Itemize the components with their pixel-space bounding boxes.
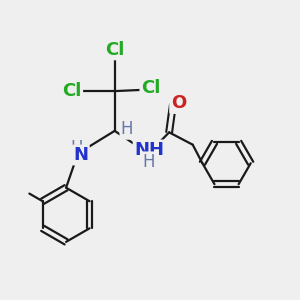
Text: Cl: Cl xyxy=(141,79,160,97)
Text: NH: NH xyxy=(134,141,164,159)
Text: Cl: Cl xyxy=(105,41,124,59)
Text: H: H xyxy=(143,153,155,171)
Text: O: O xyxy=(171,94,186,112)
Text: Cl: Cl xyxy=(62,82,82,100)
Text: H: H xyxy=(121,120,133,138)
Text: N: N xyxy=(73,146,88,164)
Text: H: H xyxy=(70,139,82,157)
